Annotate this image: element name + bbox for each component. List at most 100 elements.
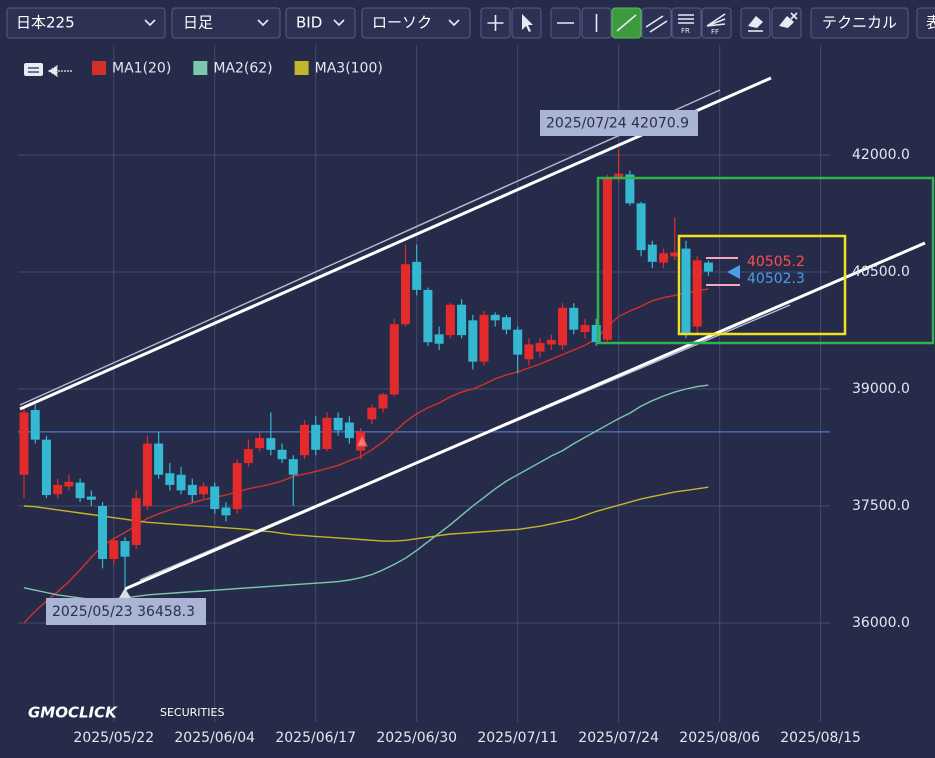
candle-body	[344, 422, 354, 439]
pointer-icon	[522, 14, 533, 32]
lower-trendline	[124, 241, 926, 591]
x-tick-label: 2025/07/24	[578, 730, 659, 746]
candle-body	[602, 178, 612, 340]
x-tick-label: 2025/06/17	[275, 730, 356, 746]
candle-body	[692, 260, 702, 327]
chevron	[448, 19, 460, 27]
x-tick-label: 2025/06/30	[376, 730, 457, 746]
chevron	[257, 19, 269, 27]
candle-body	[288, 459, 298, 475]
candle-body	[569, 307, 579, 330]
candle-body	[98, 505, 108, 559]
legend-swatch	[294, 61, 309, 75]
trendline-icon	[616, 14, 637, 32]
candle-body	[221, 507, 231, 516]
erase-all-icon	[779, 16, 794, 28]
candle-body	[457, 304, 467, 336]
candle-body	[400, 264, 410, 325]
legend-label: MA2(62)	[213, 61, 272, 77]
chevron	[144, 19, 156, 27]
candle-body	[647, 244, 657, 262]
candle-body	[412, 261, 422, 290]
candle-body	[636, 203, 646, 251]
display-button[interactable]	[916, 7, 935, 39]
chart-style-select[interactable]	[361, 7, 471, 39]
candle-body	[210, 486, 220, 510]
candle-body	[243, 449, 253, 464]
x-tick-label: 2025/08/15	[780, 730, 861, 746]
candle-body	[367, 407, 377, 420]
fan-icon	[706, 13, 726, 27]
legend-label: MA3(100)	[315, 61, 383, 77]
candle-body	[277, 449, 287, 460]
low-marker	[119, 588, 131, 598]
legend-label: MA1(20)	[112, 61, 171, 77]
candle-body	[445, 304, 455, 336]
high-annotation: 2025/07/24 42070.9	[546, 116, 689, 132]
signal-marker	[356, 434, 368, 447]
candle-body	[53, 484, 63, 495]
candle-body	[41, 439, 51, 496]
legend-swatch	[193, 61, 208, 75]
symbol-select[interactable]	[6, 7, 166, 39]
candle-body	[232, 463, 242, 510]
price-type-select[interactable]	[285, 7, 356, 39]
yellow-box	[677, 234, 847, 336]
candle-body	[501, 317, 511, 330]
low-annotation: 2025/05/23 36458.3	[52, 604, 195, 620]
y-tick-label: 37500.0	[852, 498, 910, 514]
price-pointer	[727, 265, 740, 279]
candle-body	[199, 486, 209, 495]
candle-body	[659, 253, 669, 263]
annotation-box	[540, 110, 698, 136]
x-tick-label: 2025/08/06	[679, 730, 760, 746]
candle-body	[322, 417, 332, 450]
candle-body	[86, 496, 96, 500]
channel-guide	[19, 89, 721, 406]
legend: MA1(20) MA2(62) MA3(100)	[92, 61, 383, 77]
comment-lines	[28, 67, 39, 73]
x-tick-label: 2025/05/22	[73, 730, 154, 746]
channel-button[interactable]	[641, 7, 672, 39]
candle-body	[423, 289, 433, 343]
candle-body	[535, 342, 545, 352]
candle-body	[524, 344, 534, 360]
candle-body	[625, 174, 635, 204]
candle-body	[580, 325, 590, 333]
green-box	[596, 176, 935, 345]
toolbar: 日本225 日足 BID ローソク FR FF テ	[6, 7, 935, 39]
bid-price: 40505.2	[747, 254, 805, 270]
candle-body	[434, 334, 444, 344]
y-tick-label: 42000.0	[852, 147, 910, 163]
candle-body	[311, 424, 321, 450]
candle-body	[546, 339, 556, 345]
candle-body	[131, 498, 141, 545]
crosshair-icon	[487, 15, 504, 31]
comment-icon[interactable]	[24, 63, 43, 76]
candle-body	[468, 320, 478, 362]
candle-body	[490, 314, 500, 321]
period: 日足	[183, 14, 213, 32]
technical: テクニカル	[822, 14, 897, 32]
candle-body	[187, 484, 197, 496]
ma-line	[23, 384, 709, 601]
display-label: 表	[926, 14, 935, 32]
legend-toggle[interactable]	[47, 64, 72, 78]
candle-body	[255, 438, 265, 449]
candle-body	[75, 482, 85, 499]
watermark-sub: SECURITIES	[160, 706, 224, 719]
channel-icon	[645, 15, 668, 33]
period-select[interactable]	[171, 7, 281, 39]
candle-body	[703, 262, 713, 272]
legend-swatch	[92, 61, 106, 75]
candle-body	[142, 443, 152, 506]
price-type: BID	[296, 14, 322, 32]
candle-body	[154, 443, 164, 475]
technical-button[interactable]	[810, 7, 909, 39]
chevron	[333, 19, 345, 27]
candle-body	[300, 424, 309, 456]
symbol: 日本225	[16, 14, 75, 32]
candle-body	[614, 173, 624, 179]
